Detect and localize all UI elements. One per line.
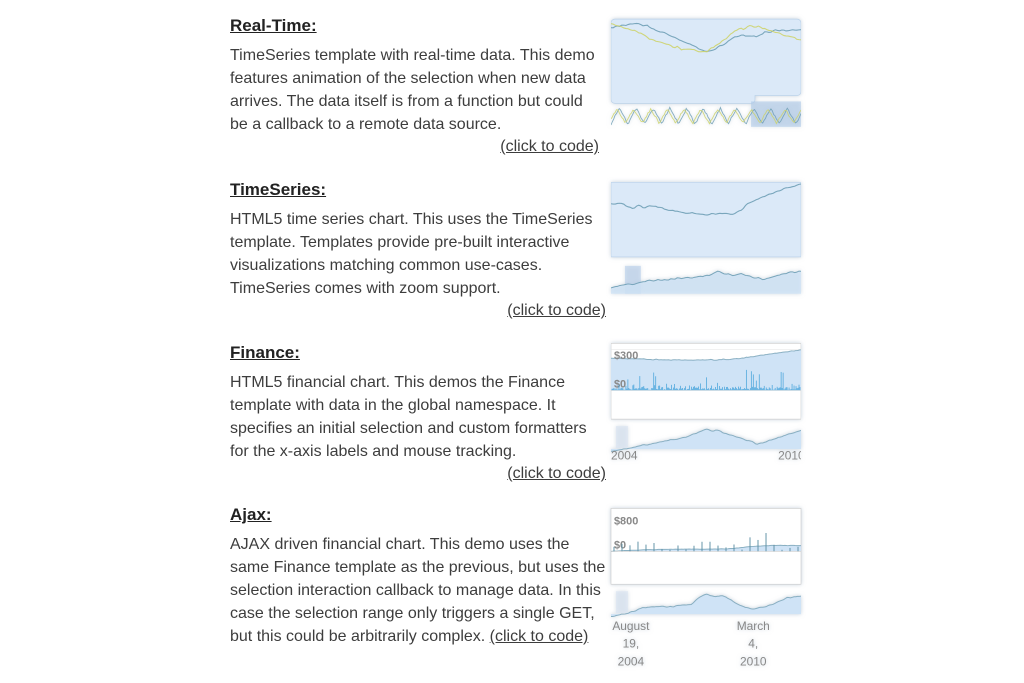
svg-text:March: March [737, 619, 770, 633]
svg-text:$800: $800 [614, 515, 638, 527]
svg-text:2004: 2004 [611, 449, 638, 461]
svg-text:$0: $0 [614, 540, 626, 552]
svg-text:4,: 4, [748, 637, 758, 651]
svg-text:19,: 19, [623, 637, 640, 651]
svg-text:2004: 2004 [618, 655, 645, 669]
svg-text:2010: 2010 [740, 655, 767, 669]
svg-text:August: August [612, 619, 650, 633]
svg-text:$300: $300 [614, 350, 638, 362]
svg-text:2010: 2010 [778, 449, 801, 461]
